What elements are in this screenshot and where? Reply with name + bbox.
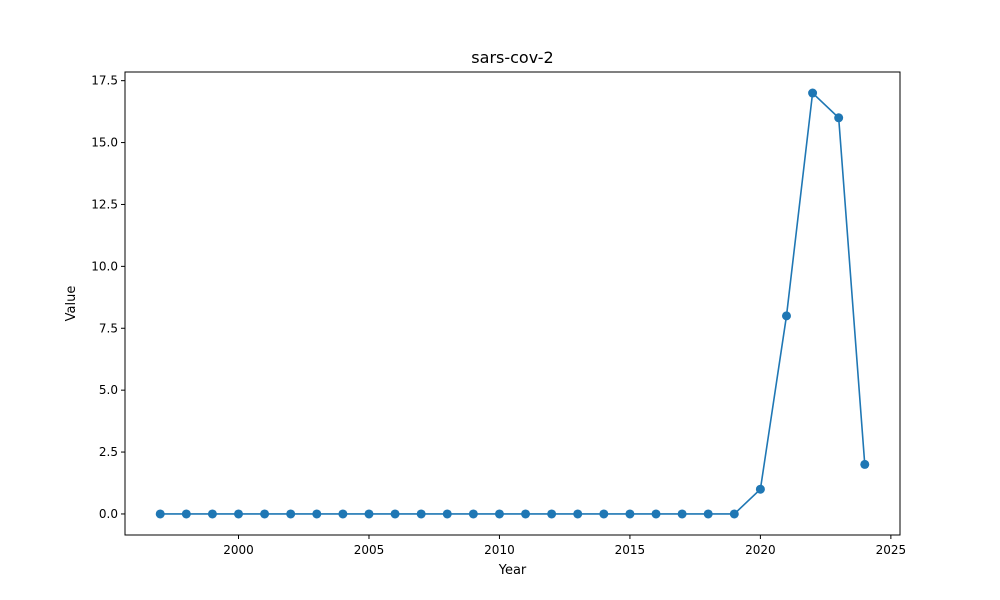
y-tick-label: 17.5 — [91, 74, 118, 88]
axis-ticks: 2000 2005 2010 2015 2020 2025 0.0 2.5 5.0 7.5 10.0… — [91, 74, 906, 557]
y-tick-label: 12.5 — [91, 197, 118, 211]
data-point — [860, 459, 870, 469]
data-point — [808, 88, 818, 98]
x-tick-label: 2020 — [745, 543, 776, 557]
data-point — [468, 509, 478, 519]
data-point — [416, 509, 426, 519]
y-tick-label: 2.5 — [99, 445, 118, 459]
x-tick-label: 2025 — [876, 543, 907, 557]
data-point — [338, 509, 348, 519]
data-point — [181, 509, 191, 519]
y-axis-label: Value — [64, 286, 79, 322]
data-point — [207, 509, 217, 519]
data-point — [573, 509, 583, 519]
data-point — [625, 509, 635, 519]
data-point — [651, 509, 661, 519]
data-point — [729, 509, 739, 519]
chart-title: sars-cov-2 — [471, 48, 553, 67]
x-tick-label: 2000 — [223, 543, 254, 557]
series-line — [160, 91, 866, 515]
y-tick-label: 7.5 — [99, 321, 118, 335]
y-tick-label: 0.0 — [99, 507, 118, 521]
data-point — [755, 484, 765, 494]
data-point — [234, 509, 244, 519]
data-point — [547, 509, 557, 519]
data-point — [599, 509, 609, 519]
data-point — [364, 509, 374, 519]
x-tick-label: 2010 — [484, 543, 515, 557]
data-point — [834, 113, 844, 123]
data-point — [286, 509, 296, 519]
x-tick-label: 2005 — [354, 543, 385, 557]
data-point — [155, 509, 165, 519]
data-point — [781, 311, 791, 321]
data-point — [442, 509, 452, 519]
axes-frame — [124, 71, 901, 536]
data-point — [390, 509, 400, 519]
data-point — [494, 509, 504, 519]
data-point — [312, 509, 322, 519]
y-tick-label: 15.0 — [91, 136, 118, 150]
x-tick-label: 2015 — [615, 543, 646, 557]
plot-area — [155, 88, 870, 519]
data-point — [260, 509, 270, 519]
x-axis-label: Year — [498, 563, 527, 578]
data-point — [521, 509, 531, 519]
data-point — [703, 509, 713, 519]
data-point — [677, 509, 687, 519]
y-tick-label: 10.0 — [91, 259, 118, 273]
y-tick-label: 5.0 — [99, 383, 118, 397]
